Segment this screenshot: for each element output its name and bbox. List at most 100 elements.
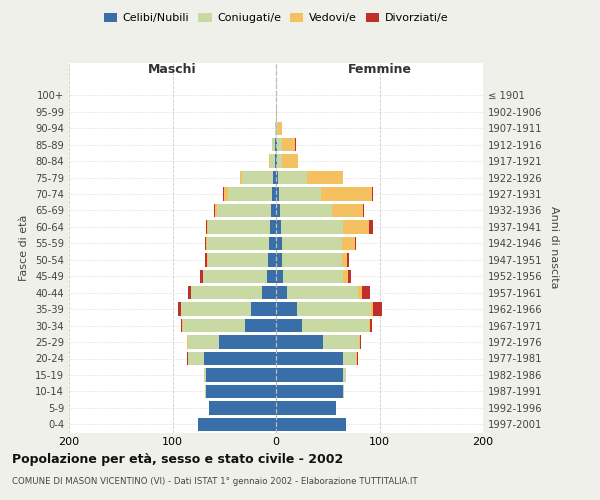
Bar (276, 270, 283, 283)
Bar (373, 302, 382, 316)
Bar (223, 188, 224, 201)
Bar (363, 204, 364, 217)
Bar (276, 122, 278, 135)
Bar (283, 270, 343, 283)
Bar (275, 138, 276, 151)
Bar (359, 336, 360, 349)
Bar (372, 188, 373, 201)
Bar (188, 286, 191, 300)
Bar (347, 253, 349, 266)
Bar (270, 154, 275, 168)
Bar (269, 236, 276, 250)
Bar (181, 319, 182, 332)
Bar (276, 204, 280, 217)
Bar (276, 368, 343, 382)
Bar (205, 236, 206, 250)
Bar (273, 171, 276, 184)
Bar (279, 188, 320, 201)
Y-axis label: Fasce di età: Fasce di età (19, 214, 29, 280)
Bar (269, 154, 270, 168)
Bar (360, 336, 361, 349)
Bar (371, 302, 373, 316)
Bar (229, 188, 272, 201)
Bar (278, 171, 307, 184)
Legend: Celibi/Nubili, Coniugati/e, Vedovi/e, Divorziati/e: Celibi/Nubili, Coniugati/e, Vedovi/e, Di… (100, 8, 452, 28)
Bar (191, 286, 262, 300)
Bar (276, 171, 278, 184)
Bar (242, 171, 273, 184)
Text: Femmine: Femmine (347, 64, 412, 76)
Y-axis label: Anni di nascita: Anni di nascita (549, 206, 559, 289)
Text: Popolazione per età, sesso e stato civile - 2002: Popolazione per età, sesso e stato civil… (12, 452, 343, 466)
Bar (343, 270, 349, 283)
Bar (199, 418, 276, 431)
Bar (181, 302, 251, 316)
Bar (262, 286, 276, 300)
Bar (178, 302, 181, 316)
Bar (206, 236, 269, 250)
Bar (276, 384, 343, 398)
Bar (282, 138, 295, 151)
Bar (362, 286, 370, 300)
Bar (342, 253, 347, 266)
Bar (203, 352, 276, 365)
Bar (342, 236, 355, 250)
Bar (282, 154, 298, 168)
Bar (343, 384, 344, 398)
Bar (287, 286, 358, 300)
Bar (272, 188, 276, 201)
Bar (277, 154, 282, 168)
Bar (370, 319, 372, 332)
Bar (276, 154, 277, 168)
Bar (355, 236, 356, 250)
Bar (215, 204, 217, 217)
Bar (343, 368, 346, 382)
Bar (217, 204, 271, 217)
Bar (272, 138, 275, 151)
Bar (357, 352, 358, 365)
Bar (203, 270, 266, 283)
Bar (224, 188, 229, 201)
Bar (205, 253, 206, 266)
Bar (323, 336, 359, 349)
Bar (358, 286, 362, 300)
Bar (276, 220, 281, 234)
Bar (206, 220, 208, 234)
Bar (183, 319, 245, 332)
Bar (282, 236, 342, 250)
Bar (280, 204, 332, 217)
Bar (266, 270, 276, 283)
Bar (271, 204, 276, 217)
Text: COMUNE DI MASON VICENTINO (VI) - Dati ISTAT 1° gennaio 2002 - Elaborazione TUTTI: COMUNE DI MASON VICENTINO (VI) - Dati IS… (12, 478, 418, 486)
Bar (302, 319, 369, 332)
Bar (369, 319, 370, 332)
Bar (343, 352, 356, 365)
Bar (187, 352, 188, 365)
Bar (205, 384, 206, 398)
Bar (203, 368, 206, 382)
Bar (356, 352, 357, 365)
Bar (276, 253, 282, 266)
Bar (275, 154, 276, 168)
Bar (332, 204, 363, 217)
Bar (270, 220, 276, 234)
Bar (200, 270, 203, 283)
Bar (277, 138, 282, 151)
Bar (188, 336, 219, 349)
Bar (276, 188, 279, 201)
Bar (276, 352, 343, 365)
Bar (281, 220, 343, 234)
Bar (307, 171, 343, 184)
Bar (208, 253, 268, 266)
Bar (276, 418, 346, 431)
Bar (209, 401, 276, 414)
Bar (278, 122, 282, 135)
Bar (240, 171, 242, 184)
Bar (276, 336, 323, 349)
Bar (343, 220, 369, 234)
Bar (206, 253, 208, 266)
Text: Maschi: Maschi (148, 64, 197, 76)
Bar (206, 384, 276, 398)
Bar (276, 105, 277, 118)
Bar (208, 220, 270, 234)
